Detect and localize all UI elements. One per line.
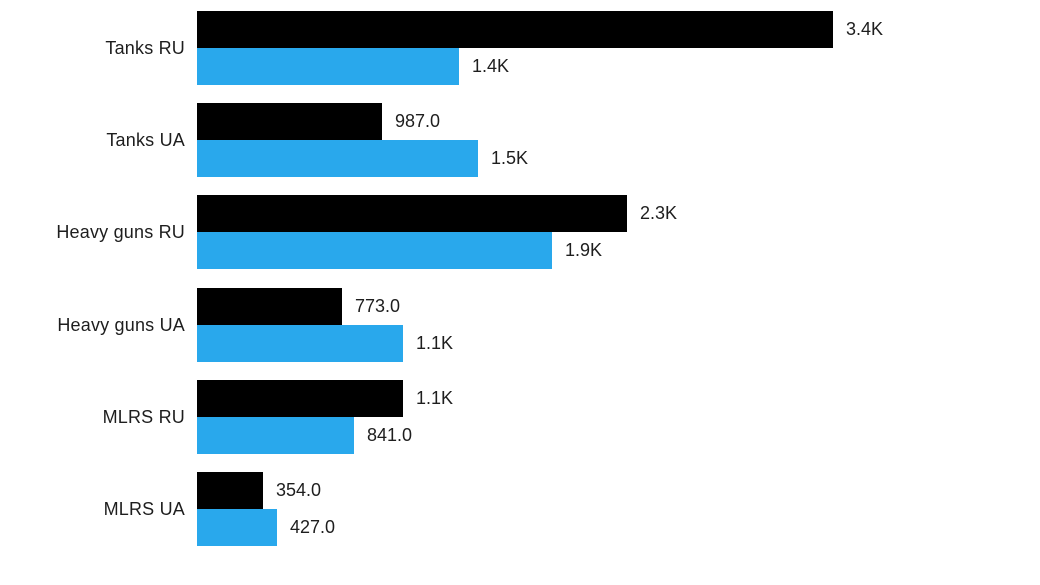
value-label: 3.4K	[846, 19, 884, 39]
bar-blue-series	[197, 232, 552, 269]
value-label: 841.0	[367, 425, 413, 445]
value-label: 427.0	[290, 517, 336, 537]
category-label: Heavy guns RU	[56, 221, 185, 242]
bar-blue-series	[197, 509, 277, 546]
bar-blue-series	[197, 48, 459, 85]
category-label: Heavy guns UA	[57, 314, 185, 335]
bar-black-series	[197, 380, 403, 417]
bar-black-series	[197, 103, 382, 140]
value-label: 987.0	[395, 111, 441, 131]
bar-black-series	[197, 11, 833, 48]
bar-blue-series	[197, 325, 403, 362]
bar-blue-series	[197, 417, 354, 454]
value-label: 1.9K	[565, 240, 603, 260]
category-label: MLRS RU	[102, 406, 185, 427]
bar-black-series	[197, 472, 263, 509]
category-label: Tanks UA	[106, 129, 185, 150]
bar-black-series	[197, 288, 342, 325]
value-label: 1.5K	[491, 148, 529, 168]
value-label: 354.0	[276, 480, 322, 500]
value-label: 2.3K	[640, 203, 678, 223]
value-label: 1.1K	[416, 388, 454, 408]
value-label: 773.0	[355, 296, 401, 316]
bar-black-series	[197, 195, 627, 232]
category-label: Tanks RU	[105, 37, 185, 58]
bar-blue-series	[197, 140, 478, 177]
value-label: 1.1K	[416, 333, 454, 353]
category-label: MLRS UA	[103, 498, 185, 519]
value-label: 1.4K	[472, 56, 510, 76]
